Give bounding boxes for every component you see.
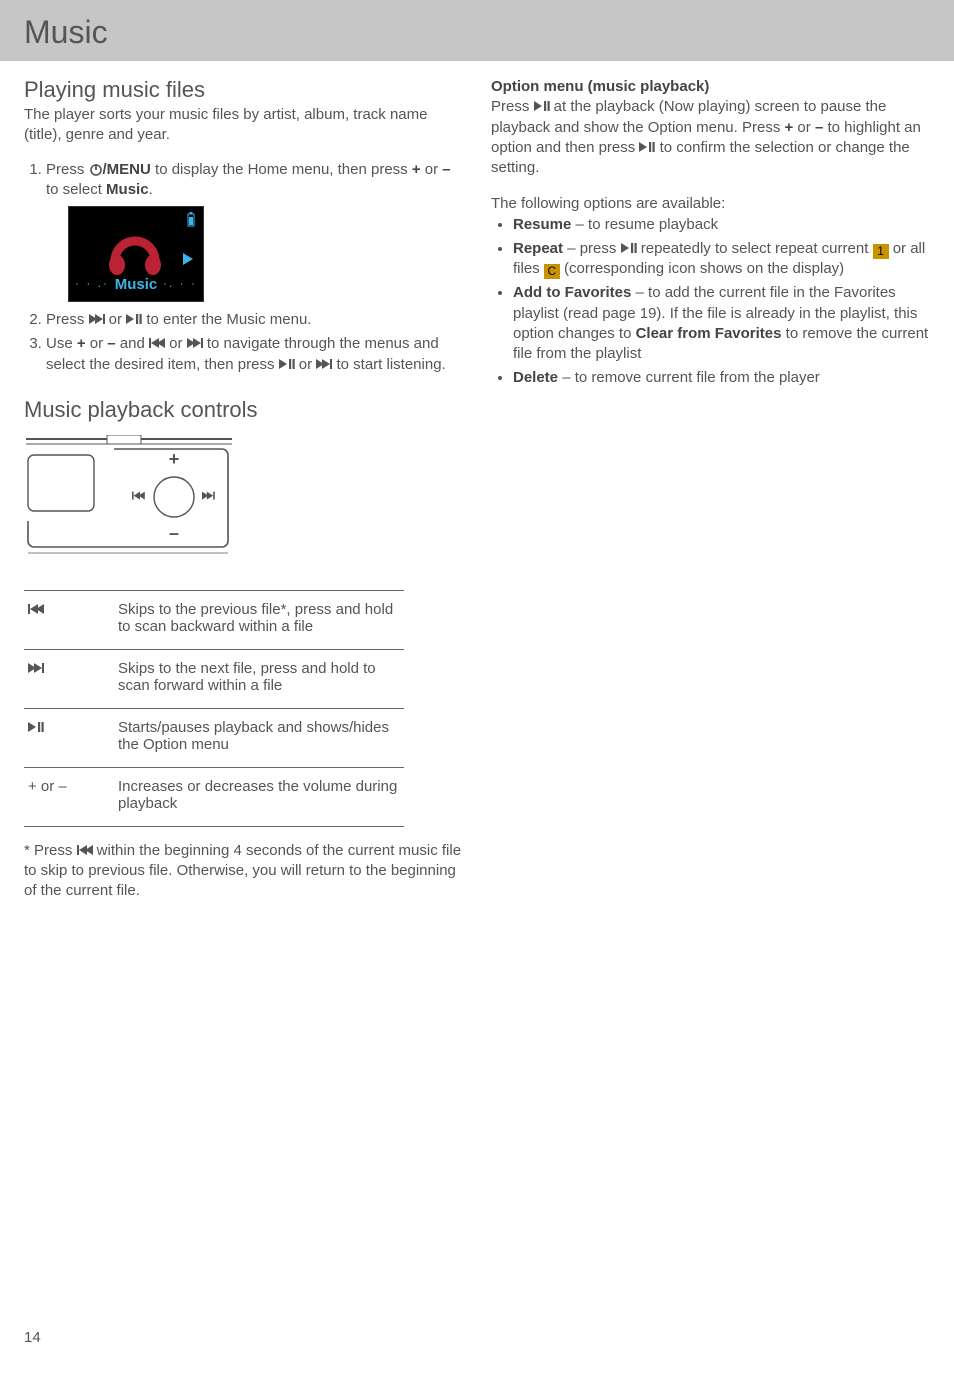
list-item: Repeat – press repeatedly to select repe… <box>513 239 930 280</box>
intro-text: The player sorts your music files by art… <box>24 105 463 146</box>
step-2: Press or to enter the Music menu. <box>46 310 463 330</box>
playpause-icon <box>279 357 295 371</box>
options-list: Resume – to resume playback Repeat – pre… <box>491 215 930 389</box>
prev-icon <box>77 843 93 857</box>
prev-icon <box>149 336 165 350</box>
next-icon <box>316 357 332 371</box>
fwdplay-icon <box>89 312 105 326</box>
power-icon <box>89 162 103 176</box>
dots-right: ·. · · <box>163 275 197 291</box>
section-playing: Playing music files The player sorts you… <box>24 77 463 375</box>
content-columns: Playing music files The player sorts you… <box>0 61 954 902</box>
battery-icon <box>187 211 195 227</box>
left-column: Playing music files The player sorts you… <box>24 77 463 902</box>
prev-icon <box>28 602 44 616</box>
repeat-all-icon: C <box>544 264 560 279</box>
option-menu-body: Press at the playback (Now playing) scre… <box>491 97 930 178</box>
right-arrow-icon <box>183 253 193 265</box>
row-desc: Starts/pauses playback and shows/hides t… <box>114 708 404 767</box>
step-1: Press /MENU to display the Home menu, th… <box>46 160 463 303</box>
headphones-icon <box>105 221 165 277</box>
playpause-icon <box>28 720 44 734</box>
section-controls: Music playback controls + – Skips to the… <box>24 397 463 902</box>
options-intro: The following options are available: <box>491 194 930 214</box>
page-title: Music <box>24 14 930 51</box>
table-row: Skips to the next file, press and hold t… <box>24 649 404 708</box>
next-icon <box>28 661 44 675</box>
svg-text:–: – <box>169 523 179 543</box>
controls-table: Skips to the previous file*, press and h… <box>24 590 404 827</box>
row-key: + or – <box>24 767 114 826</box>
list-item: Add to Favorites – to add the current fi… <box>513 283 930 364</box>
next-icon <box>187 336 203 350</box>
playpause-icon <box>534 99 550 113</box>
row-desc: Increases or decreases the volume during… <box>114 767 404 826</box>
row-desc: Skips to the previous file*, press and h… <box>114 590 404 649</box>
playpause-icon <box>621 241 637 255</box>
playpause-icon <box>126 312 142 326</box>
svg-text:+: + <box>169 449 180 469</box>
music-thumbnail: · · .· Music ·. · · <box>68 206 204 302</box>
footnote: * Press within the beginning 4 seconds o… <box>24 841 463 902</box>
row-desc: Skips to the next file, press and hold t… <box>114 649 404 708</box>
controls-diagram: + – <box>24 435 234 571</box>
playpause-icon <box>639 140 655 154</box>
steps-list: Press /MENU to display the Home menu, th… <box>24 160 463 375</box>
option-menu-heading: Option menu (music playback) <box>491 77 930 97</box>
table-row: Skips to the previous file*, press and h… <box>24 590 404 649</box>
list-item: Delete – to remove current file from the… <box>513 368 930 388</box>
section-heading-playing: Playing music files <box>24 77 463 103</box>
table-row: Starts/pauses playback and shows/hides t… <box>24 708 404 767</box>
right-column: Option menu (music playback) Press at th… <box>491 77 930 902</box>
page-header: Music <box>0 0 954 61</box>
step-3: Use + or – and or to navigate through th… <box>46 334 463 375</box>
repeat-one-icon: 1 <box>873 244 889 259</box>
section-heading-controls: Music playback controls <box>24 397 463 423</box>
table-row: + or – Increases or decreases the volume… <box>24 767 404 826</box>
page-number: 14 <box>24 1329 41 1346</box>
list-item: Resume – to resume playback <box>513 215 930 235</box>
